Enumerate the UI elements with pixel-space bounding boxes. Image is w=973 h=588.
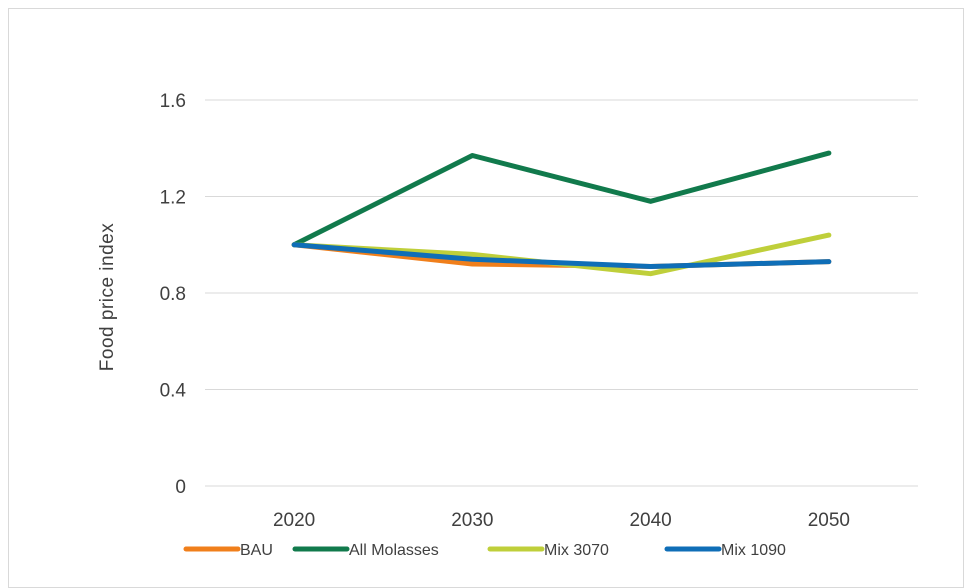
y-tick-label: 1.6	[160, 91, 186, 112]
y-tick-label: 0	[175, 477, 186, 498]
x-tick-label: 2040	[629, 510, 671, 531]
gridlines	[205, 99, 918, 487]
x-tick-label: 2030	[451, 510, 493, 531]
x-axis-ticks: 2020 2030 2040 2050	[273, 510, 850, 531]
x-tick-label: 2050	[808, 510, 850, 531]
y-axis-ticks: 0 0.4 0.8 1.2 1.6	[160, 91, 187, 498]
y-tick-label: 1.2	[160, 188, 186, 209]
legend-label: Mix 1090	[721, 542, 786, 559]
legend-label: Mix 3070	[544, 542, 609, 559]
series-lines	[291, 150, 832, 277]
line-chart: 0 0.4 0.8 1.2 1.6 2020 2030 2040 2050 Food pric…	[97, 91, 918, 559]
y-tick-label: 0.4	[160, 381, 187, 402]
x-tick-label: 2020	[273, 510, 315, 531]
y-tick-label: 0.8	[160, 284, 186, 305]
legend-label: All Molasses	[349, 542, 439, 559]
legend-label: BAU	[240, 542, 273, 559]
y-axis-label: Food price index	[97, 223, 118, 371]
series-line-mix-1090	[291, 242, 832, 269]
legend: BAU All Molasses Mix 3070 Mix 1090	[183, 542, 786, 559]
series-line-all-molasses	[291, 150, 832, 248]
